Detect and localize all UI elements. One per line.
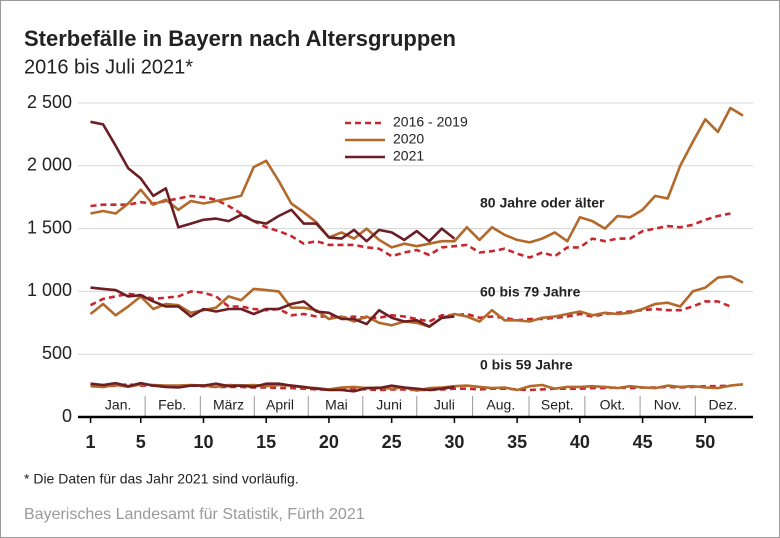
series-line — [90, 194, 731, 259]
x-tick-label: 20 — [319, 432, 339, 452]
x-tick-label: 1 — [86, 432, 96, 452]
series-line — [89, 290, 731, 323]
group-label: 0 bis 59 Jahre — [480, 357, 573, 373]
series-line — [90, 381, 455, 393]
y-tick-label: 2 500 — [27, 92, 72, 112]
source: Bayerisches Landesamt für Statistik, Für… — [24, 506, 365, 523]
month-label: Sept. — [541, 397, 574, 413]
month-label: Juni — [376, 397, 402, 413]
month-label: Okt. — [600, 397, 626, 413]
month-label: April — [266, 397, 294, 413]
x-tick-label: 30 — [444, 432, 464, 452]
month-label: März — [213, 397, 244, 413]
x-tick-label: 45 — [633, 432, 653, 452]
y-tick-label: 500 — [42, 343, 72, 363]
x-tick-label: 40 — [570, 432, 590, 452]
legend-label: 2020 — [393, 131, 424, 147]
y-tick-label: 1 000 — [27, 280, 72, 300]
month-label: Aug. — [486, 397, 515, 413]
y-tick-label: 1 500 — [27, 217, 72, 237]
chart-title: Sterbefälle in Bayern nach Altersgruppen — [24, 26, 456, 51]
x-tick-label: 25 — [382, 432, 402, 452]
x-tick-label: 50 — [695, 432, 715, 452]
footnote: * Die Daten für das Jahr 2021 sind vorlä… — [24, 471, 299, 487]
y-tick-label: 2 000 — [27, 155, 72, 175]
series-line — [90, 286, 455, 328]
y-tick-label: 0 — [62, 406, 72, 426]
month-label: Juli — [434, 397, 455, 413]
series-line — [90, 106, 744, 249]
x-tick-label: 35 — [507, 432, 527, 452]
month-label: Jan. — [105, 397, 131, 413]
month-label: Dez. — [708, 397, 737, 413]
legend-label: 2016 - 2019 — [393, 114, 468, 130]
month-label: Feb. — [158, 397, 186, 413]
legend-label: 2021 — [393, 148, 424, 164]
series-line — [90, 120, 456, 243]
chart-subtitle: 2016 bis Juli 2021* — [24, 56, 193, 78]
x-tick-label: 15 — [256, 432, 276, 452]
group-label: 60 bis 79 Jahre — [480, 284, 581, 300]
month-label: Mai — [325, 397, 348, 413]
group-label: 80 Jahre oder älter — [480, 195, 605, 211]
x-tick-label: 10 — [193, 432, 213, 452]
x-tick-label: 5 — [136, 432, 146, 452]
month-label: Nov. — [654, 397, 682, 413]
